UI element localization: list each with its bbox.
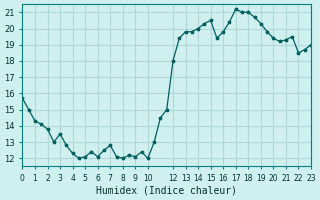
X-axis label: Humidex (Indice chaleur): Humidex (Indice chaleur) [96, 186, 237, 196]
